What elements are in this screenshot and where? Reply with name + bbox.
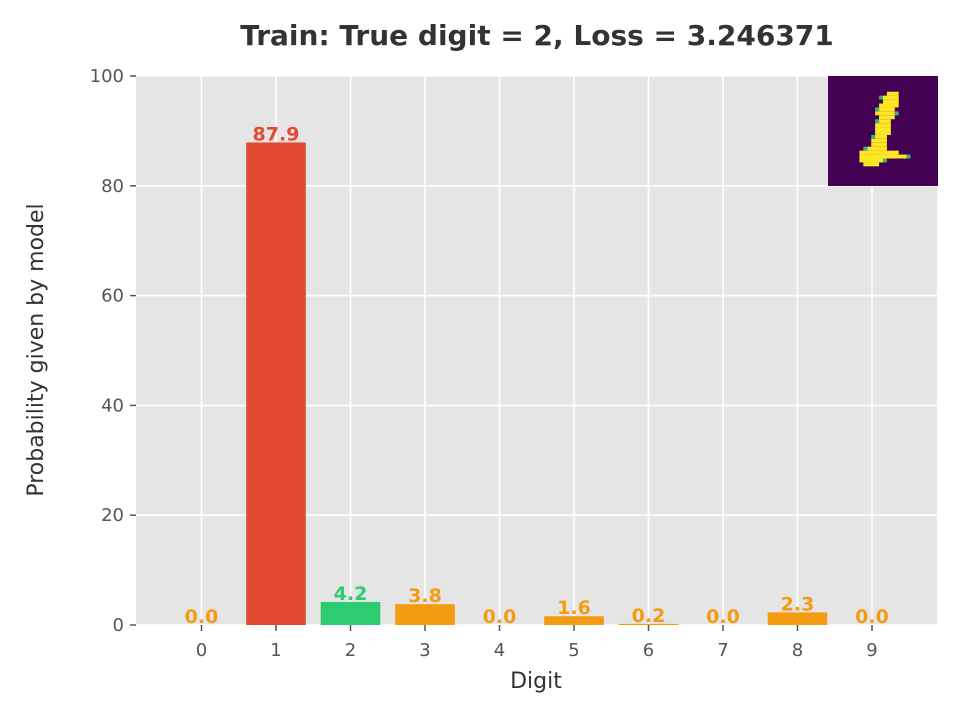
digit-image-inset	[828, 76, 938, 186]
y-tick-label: 20	[101, 505, 124, 526]
digit-pixel-row	[886, 91, 899, 96]
x-axis-label: Digit	[510, 669, 562, 694]
chart-title: Train: True digit = 2, Loss = 3.246371	[240, 19, 834, 52]
digit-pixel-row	[859, 150, 899, 155]
bar-value-label: 1.6	[557, 597, 591, 619]
bar-value-label: 0.0	[706, 606, 740, 628]
x-tick-label: 4	[494, 640, 505, 661]
digit-pixel-row	[859, 154, 907, 159]
x-tick-label: 0	[196, 640, 207, 661]
digit-pixel-row	[883, 99, 899, 104]
digit-pixel-row	[875, 127, 891, 131]
digit-pixel-row	[863, 162, 880, 167]
x-axis-ticks: 0 1 2 3 4 5 6 7 8 9	[196, 625, 878, 661]
x-tick-label: 5	[568, 640, 579, 661]
digit-pixel-edge	[875, 107, 880, 112]
x-tick-label: 9	[866, 640, 877, 661]
x-tick-label: 8	[792, 640, 803, 661]
x-tick-label: 1	[270, 640, 281, 661]
bar-value-label: 0.0	[483, 606, 517, 628]
bar-value-label: 0.2	[632, 605, 666, 627]
bar-value-label: 4.2	[334, 583, 368, 605]
bar-value-label: 0.0	[185, 606, 219, 628]
y-tick-label: 60	[101, 286, 124, 307]
digit-pixel-row	[875, 123, 891, 128]
bar-digit-8	[767, 612, 828, 625]
x-tick-label: 6	[643, 640, 654, 661]
digit-pixel-row	[879, 107, 895, 112]
digit-pixel-row	[879, 103, 899, 108]
bar-value-label: 2.3	[781, 593, 815, 615]
y-tick-label: 0	[113, 615, 124, 636]
digit-pixel-row	[867, 146, 887, 151]
digit-pixel-row	[875, 111, 895, 116]
digit-pixel-edge	[906, 154, 911, 159]
bar-value-labels: 0.0 87.9 4.2 3.8 0.0 1.6 0.2 0.0 2.3 0.0	[185, 123, 889, 628]
digit-pixel-edge	[883, 158, 887, 163]
bars	[246, 142, 828, 625]
bar-digit-2	[320, 601, 381, 625]
digit-pixel-row	[879, 119, 891, 124]
y-tick-label: 40	[101, 395, 124, 416]
digit-pixel-row	[879, 115, 895, 120]
bar-value-label: 87.9	[253, 123, 300, 145]
bar-digit-1	[246, 142, 306, 625]
x-tick-label: 3	[419, 640, 430, 661]
digit-pixel-edge	[879, 95, 883, 100]
digit-pixel-row	[859, 158, 883, 163]
digit-pixel-edge	[863, 146, 868, 151]
digit-pixel-edge	[871, 134, 876, 139]
y-tick-label: 100	[90, 66, 124, 87]
x-tick-label: 7	[717, 640, 728, 661]
digit-pixel-row	[875, 131, 891, 135]
bar-value-label: 3.8	[408, 585, 442, 607]
y-axis-ticks: 0 20 40 60 80 100	[90, 66, 136, 636]
digit-pixel-row	[875, 134, 887, 139]
bar-digit-5	[544, 616, 604, 625]
digit-pixel-row	[871, 138, 887, 143]
bar-digit-6	[618, 623, 679, 625]
y-tick-label: 80	[101, 176, 124, 197]
x-tick-label: 2	[345, 640, 356, 661]
digit-pixel-edge	[894, 111, 899, 116]
bar-digit-3	[395, 604, 455, 625]
digit-pixel-row	[883, 95, 899, 100]
digit-pixel-row	[871, 142, 887, 147]
digit-pixel-edge	[875, 119, 880, 124]
bar-value-label: 0.0	[855, 606, 889, 628]
y-axis-label: Probability given by model	[24, 203, 49, 496]
